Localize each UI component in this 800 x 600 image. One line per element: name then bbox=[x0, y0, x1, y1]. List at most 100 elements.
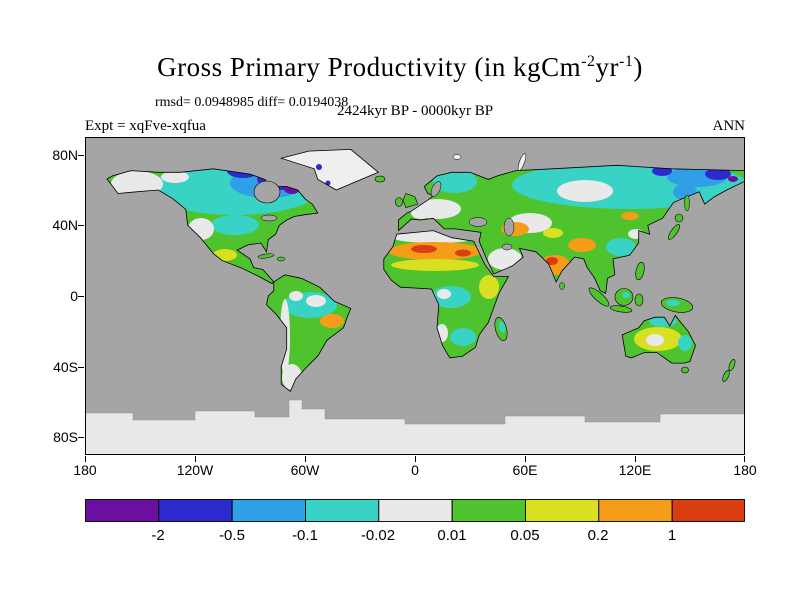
philippines bbox=[635, 261, 645, 281]
novaya-zemlya bbox=[517, 153, 527, 171]
lat-label-40s: 40S bbox=[53, 359, 78, 375]
patch-outback-white bbox=[646, 334, 664, 346]
japan-hokkaido bbox=[674, 213, 684, 223]
title-exponent-2: -1 bbox=[619, 53, 634, 70]
patch-siberia-white bbox=[557, 180, 613, 202]
caspian-sea bbox=[503, 217, 515, 237]
colorbar-label-3: -0.1 bbox=[292, 527, 318, 544]
lon-tick bbox=[635, 456, 636, 462]
lon-tick bbox=[525, 456, 526, 462]
colorbar-seg-3 bbox=[231, 499, 306, 522]
colorbar-label-2: -0.5 bbox=[219, 527, 245, 544]
sri-lanka bbox=[559, 282, 565, 290]
lon-label-60e: 60E bbox=[512, 462, 538, 478]
colorbar-seg-4 bbox=[305, 499, 380, 522]
world-map bbox=[84, 137, 746, 456]
lon-tick bbox=[415, 456, 416, 462]
patch-new-guinea-turquoise bbox=[666, 300, 680, 306]
patch-sahel-yellow bbox=[391, 259, 479, 271]
tasmania bbox=[681, 366, 689, 374]
lon-label-0: 0 bbox=[411, 462, 419, 478]
australia-anomalies bbox=[634, 315, 692, 351]
colorbar-seg-1 bbox=[85, 499, 160, 522]
patch-congo-white bbox=[437, 289, 451, 299]
experiment-label: Expt = xqFve-xqfua bbox=[85, 118, 206, 134]
colorbar-seg-2 bbox=[158, 499, 233, 522]
title-suffix: ) bbox=[633, 52, 643, 82]
hudson-bay bbox=[253, 180, 281, 204]
colorbar-label-8: 1 bbox=[667, 527, 677, 544]
cuba bbox=[257, 253, 275, 259]
rmsd-diff-stats: rmsd= 0.0948985 diff= 0.0194038 bbox=[155, 95, 349, 110]
patch-india-red bbox=[546, 257, 558, 265]
colorbar-label-7: 0.2 bbox=[587, 527, 609, 544]
patch-south-africa-turquoise bbox=[450, 328, 476, 346]
black-sea bbox=[468, 217, 488, 227]
lon-label-180w: 180 bbox=[73, 462, 97, 478]
colorbar-svg bbox=[85, 499, 745, 522]
title-mid: yr bbox=[595, 52, 619, 82]
comparison-period: 2424kyr BP - 0000kyr BP bbox=[336, 103, 494, 119]
title-exponent-1: -2 bbox=[581, 53, 596, 70]
patch-tibet-orange bbox=[568, 238, 596, 252]
lon-tick bbox=[305, 456, 306, 462]
patch-south-china-turquoise bbox=[606, 238, 636, 256]
colorbar-seg-5 bbox=[378, 499, 453, 522]
antarctica bbox=[84, 399, 746, 456]
colorbar-label-5: 0.01 bbox=[437, 527, 467, 544]
colorbar-label-1: -2 bbox=[151, 527, 165, 544]
lat-tick bbox=[78, 296, 84, 297]
patch-greenland-darkblue-1 bbox=[316, 164, 322, 170]
lat-label-80s: 80S bbox=[53, 429, 78, 445]
colorbar-label-4: -0.02 bbox=[360, 527, 396, 544]
colorbar-seg-9 bbox=[671, 499, 745, 522]
patch-borneo-turquoise bbox=[622, 292, 630, 298]
map-border bbox=[85, 137, 745, 455]
patch-amazon-white-2 bbox=[289, 291, 303, 301]
hispaniola bbox=[276, 256, 286, 262]
great-lakes bbox=[260, 214, 278, 222]
patch-europe-white bbox=[411, 207, 431, 219]
japan-honshu bbox=[667, 224, 681, 240]
patch-east-africa-yellow bbox=[479, 275, 499, 299]
sumatra bbox=[588, 287, 610, 307]
patch-east-siberia-darkblue bbox=[705, 168, 731, 180]
title-prefix: Gross Primary Productivity (in kgCm bbox=[157, 52, 582, 82]
lon-label-120e: 120E bbox=[618, 462, 652, 478]
lat-label-0: 0 bbox=[70, 288, 78, 304]
colorbar bbox=[85, 499, 745, 523]
lat-tick bbox=[78, 367, 84, 368]
patch-east-australia-turquoise bbox=[678, 335, 692, 351]
sulawesi bbox=[634, 293, 644, 307]
season-label: ANN bbox=[712, 118, 746, 134]
colorbar-seg-8 bbox=[598, 499, 673, 522]
iceland bbox=[374, 175, 386, 183]
patch-chukotka-purple bbox=[728, 176, 738, 182]
baltic-sea bbox=[430, 181, 442, 197]
patch-madagascar-turquoise bbox=[498, 321, 506, 333]
lat-label-80n: 80N bbox=[52, 147, 78, 163]
patch-amazon-white bbox=[306, 295, 326, 307]
patch-yukon-white bbox=[161, 171, 189, 183]
lat-tick bbox=[78, 155, 84, 156]
page-title: Gross Primary Productivity (in kgCm-2yr-… bbox=[0, 52, 800, 83]
map-panel bbox=[84, 137, 746, 456]
patch-sahara-red-2 bbox=[455, 249, 471, 257]
colorbar-label-6: 0.05 bbox=[510, 527, 540, 544]
great-britain bbox=[402, 193, 419, 209]
lat-label-40n: 40N bbox=[52, 217, 78, 233]
sakhalin bbox=[684, 194, 690, 212]
persian-gulf bbox=[501, 243, 513, 251]
patch-scandinavia-turquoise bbox=[433, 169, 477, 193]
lon-tick bbox=[744, 456, 745, 462]
lon-label-120w: 120W bbox=[176, 462, 214, 478]
colorbar-seg-6 bbox=[451, 499, 526, 522]
java bbox=[609, 305, 633, 313]
lon-label-180e: 180 bbox=[733, 462, 757, 478]
lon-tick bbox=[85, 456, 86, 462]
ireland bbox=[395, 197, 403, 207]
svalbard bbox=[452, 154, 462, 160]
patch-brazil-orange bbox=[320, 314, 344, 328]
patch-us-plains-turquoise bbox=[211, 215, 259, 235]
